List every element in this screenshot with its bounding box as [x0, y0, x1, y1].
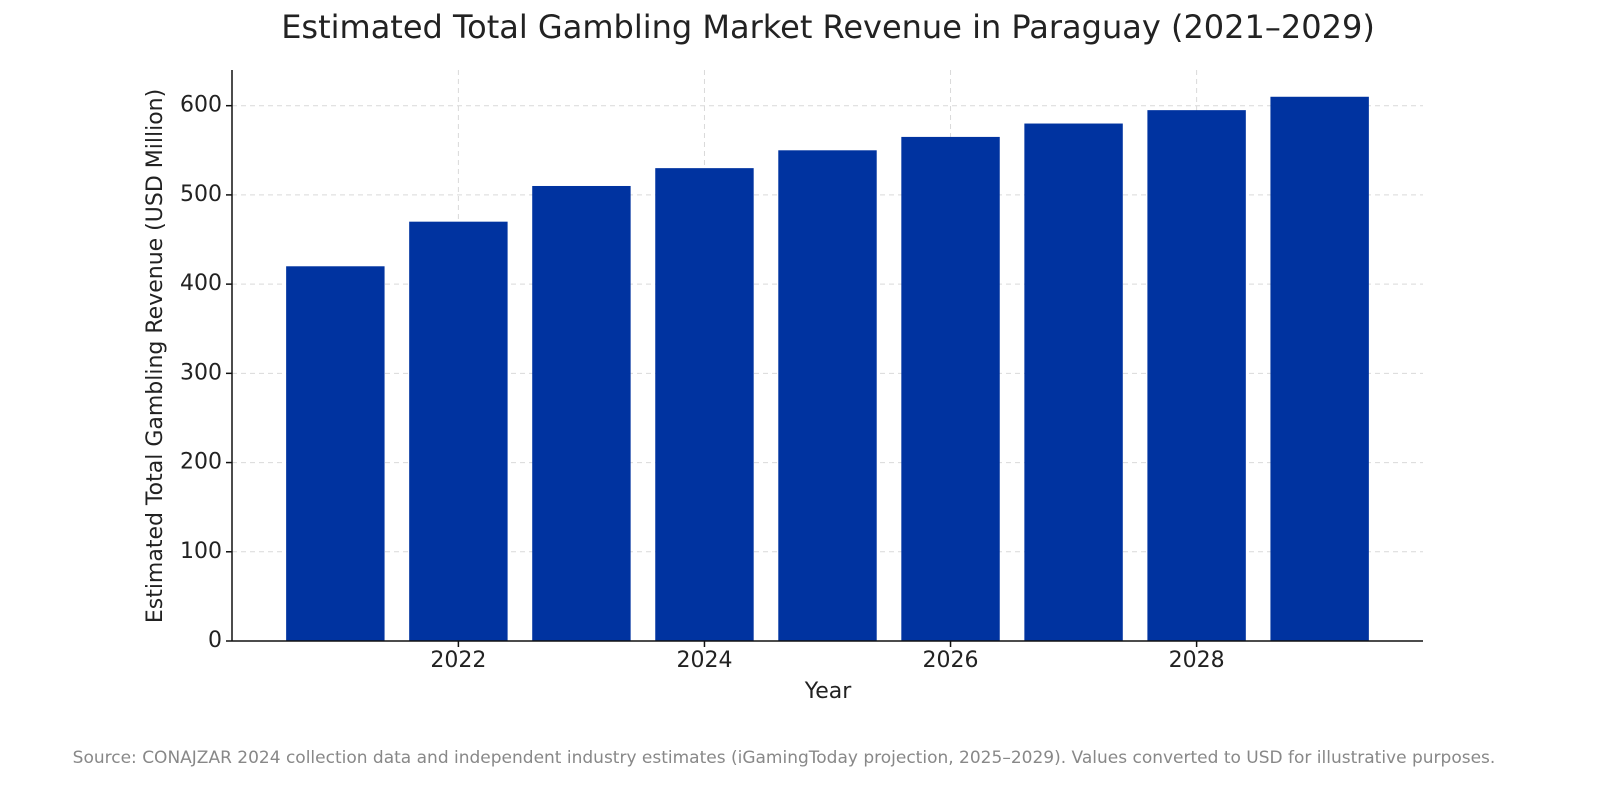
bar: [778, 150, 877, 641]
x-tick-label: 2022: [430, 648, 486, 673]
y-tick-label: 400: [180, 271, 222, 296]
y-tick-label: 300: [180, 360, 222, 385]
x-tick-label: 2024: [676, 648, 732, 673]
y-tick-label: 500: [180, 182, 222, 207]
bar: [286, 266, 385, 641]
bar: [409, 221, 508, 641]
bar: [532, 185, 631, 641]
y-tick-label: 600: [180, 93, 222, 118]
y-tick-label: 200: [180, 450, 222, 475]
y-tick-label: 100: [180, 539, 222, 564]
x-axis-label: Year: [804, 679, 853, 704]
bar: [1024, 123, 1123, 641]
bar: [655, 168, 754, 641]
bar: [1270, 96, 1369, 641]
y-tick-label: 0: [208, 628, 222, 653]
x-tick-label: 2026: [923, 648, 979, 673]
bar: [901, 136, 1000, 641]
source-note: Source: CONAJZAR 2024 collection data an…: [73, 748, 1496, 768]
bar: [1147, 110, 1246, 641]
chart-title: Estimated Total Gambling Market Revenue …: [281, 8, 1375, 46]
y-axis-label: Estimated Total Gambling Revenue (USD Mi…: [143, 89, 168, 623]
x-tick-label: 2028: [1169, 648, 1225, 673]
